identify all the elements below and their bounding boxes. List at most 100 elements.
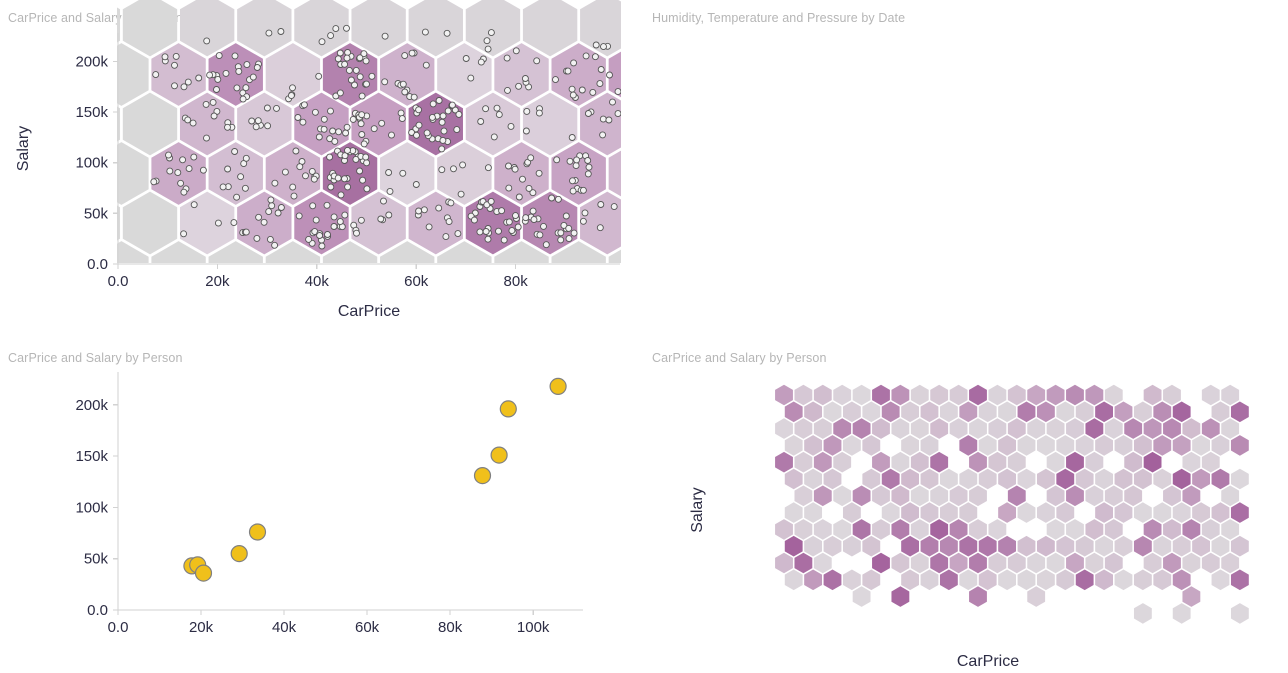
hex-bin[interactable] bbox=[465, 92, 521, 156]
hex-bin[interactable] bbox=[1230, 468, 1249, 490]
data-point[interactable] bbox=[315, 72, 323, 80]
data-point[interactable] bbox=[399, 169, 407, 177]
data-point[interactable] bbox=[523, 107, 531, 115]
panel-bottom-right[interactable]: CarPrice and Salary by Person CarPrice Sa… bbox=[644, 340, 1288, 673]
panel-top-left[interactable]: CarPrice and Salary by Person 0.0 50k 100k… bbox=[0, 0, 644, 340]
hex-bin[interactable] bbox=[988, 418, 1007, 439]
data-point[interactable] bbox=[578, 86, 586, 94]
hex-bin[interactable] bbox=[901, 435, 920, 456]
hex-bin[interactable] bbox=[1230, 535, 1249, 557]
data-point[interactable] bbox=[215, 52, 223, 60]
data-point[interactable] bbox=[327, 32, 335, 40]
data-point[interactable] bbox=[499, 400, 517, 418]
data-point[interactable] bbox=[179, 156, 187, 164]
data-point[interactable] bbox=[224, 165, 232, 173]
hex-bin[interactable] bbox=[891, 586, 910, 607]
hex-bin[interactable] bbox=[998, 535, 1017, 557]
hex-bin[interactable] bbox=[969, 384, 987, 406]
hex-bin[interactable] bbox=[1211, 468, 1230, 490]
hex-bin[interactable] bbox=[608, 43, 644, 106]
data-point[interactable] bbox=[332, 92, 340, 100]
hex-bin[interactable] bbox=[978, 535, 997, 557]
hex-bin[interactable] bbox=[1095, 468, 1113, 490]
data-point[interactable] bbox=[521, 75, 529, 82]
hex-bin[interactable] bbox=[998, 502, 1017, 523]
hex-bin[interactable] bbox=[1182, 519, 1201, 540]
hex-bin[interactable] bbox=[852, 418, 871, 439]
hex-bin[interactable] bbox=[813, 418, 832, 439]
data-point[interactable] bbox=[312, 216, 320, 224]
hex-bin[interactable] bbox=[1104, 418, 1123, 439]
hex-bin[interactable] bbox=[1036, 468, 1055, 490]
data-point[interactable] bbox=[281, 168, 289, 176]
data-point[interactable] bbox=[527, 154, 535, 162]
hex-bin[interactable] bbox=[1085, 384, 1104, 406]
hex-bin[interactable] bbox=[920, 502, 939, 523]
data-point[interactable] bbox=[381, 78, 389, 86]
hex-bin[interactable] bbox=[408, 191, 463, 255]
data-point[interactable] bbox=[363, 185, 371, 193]
hex-bin[interactable] bbox=[959, 435, 978, 456]
data-point[interactable] bbox=[311, 108, 319, 116]
hex-bin[interactable] bbox=[1036, 569, 1055, 591]
hex-bin[interactable] bbox=[380, 142, 435, 205]
hex-bin[interactable] bbox=[1182, 451, 1201, 473]
data-point[interactable] bbox=[324, 231, 331, 238]
hex-bin[interactable] bbox=[465, 0, 521, 57]
data-point[interactable] bbox=[203, 134, 210, 142]
data-point[interactable] bbox=[362, 57, 370, 65]
hex-bin[interactable] bbox=[784, 535, 803, 557]
data-point[interactable] bbox=[224, 123, 231, 131]
hex-bin[interactable] bbox=[784, 435, 803, 456]
data-point[interactable] bbox=[483, 37, 491, 45]
data-point[interactable] bbox=[185, 165, 193, 173]
hex-bin[interactable] bbox=[1027, 586, 1046, 607]
hex-bin[interactable] bbox=[1114, 401, 1133, 423]
panel-top-right[interactable]: Humidity, Temperature and Pressure by Da… bbox=[644, 0, 1288, 340]
hex-bin[interactable] bbox=[1085, 485, 1104, 507]
hex-bin[interactable] bbox=[1046, 451, 1065, 473]
hex-bin[interactable] bbox=[1066, 384, 1084, 406]
data-point[interactable] bbox=[508, 227, 516, 235]
data-point[interactable] bbox=[435, 97, 443, 104]
hex-bin[interactable] bbox=[1056, 401, 1075, 423]
data-point[interactable] bbox=[569, 177, 576, 185]
data-point[interactable] bbox=[309, 202, 317, 210]
hex-bin[interactable] bbox=[608, 241, 644, 304]
hex-bin[interactable] bbox=[1017, 401, 1036, 423]
hex-bin[interactable] bbox=[1104, 519, 1123, 540]
hex-bin[interactable] bbox=[823, 401, 842, 423]
hex-bin[interactable] bbox=[959, 468, 978, 490]
hex-bin[interactable] bbox=[804, 401, 823, 423]
data-point[interactable] bbox=[487, 29, 495, 37]
data-point[interactable] bbox=[542, 241, 550, 249]
hex-bin[interactable] bbox=[1133, 435, 1152, 456]
data-point[interactable] bbox=[533, 57, 541, 65]
data-point[interactable] bbox=[320, 125, 328, 133]
hex-bin[interactable] bbox=[1017, 468, 1036, 490]
data-point[interactable] bbox=[422, 61, 430, 69]
data-point[interactable] bbox=[320, 115, 328, 123]
data-point[interactable] bbox=[233, 84, 241, 92]
data-point[interactable] bbox=[585, 163, 593, 171]
data-point[interactable] bbox=[581, 209, 589, 217]
data-point[interactable] bbox=[189, 119, 197, 127]
hex-bin[interactable] bbox=[862, 468, 881, 490]
data-point[interactable] bbox=[289, 183, 297, 191]
hex-bin[interactable] bbox=[1017, 569, 1036, 591]
hex-bin[interactable] bbox=[988, 552, 1007, 574]
hex-bin[interactable] bbox=[1007, 451, 1026, 473]
data-point[interactable] bbox=[582, 52, 590, 60]
data-point[interactable] bbox=[490, 446, 508, 464]
hex-bin[interactable] bbox=[891, 384, 910, 406]
data-point[interactable] bbox=[172, 52, 180, 60]
data-point[interactable] bbox=[530, 216, 538, 224]
data-point[interactable] bbox=[180, 188, 188, 196]
data-point[interactable] bbox=[596, 224, 604, 232]
hex-bin[interactable] bbox=[804, 569, 823, 591]
hex-bin[interactable] bbox=[833, 384, 852, 406]
hex-bin[interactable] bbox=[833, 451, 852, 473]
data-point[interactable] bbox=[335, 128, 343, 136]
hex-bin[interactable] bbox=[998, 435, 1017, 456]
hex-bin[interactable] bbox=[179, 92, 235, 156]
